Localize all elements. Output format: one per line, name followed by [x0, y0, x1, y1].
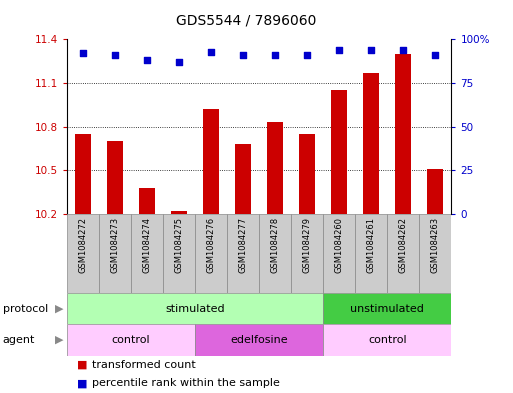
- Text: GSM1084276: GSM1084276: [206, 217, 215, 274]
- Text: GSM1084272: GSM1084272: [78, 217, 87, 273]
- Bar: [107, 141, 123, 214]
- Bar: [139, 188, 155, 214]
- Bar: [299, 134, 315, 214]
- Bar: [98, 214, 131, 293]
- Bar: [67, 293, 323, 324]
- Text: unstimulated: unstimulated: [350, 303, 424, 314]
- Bar: [323, 293, 451, 324]
- Bar: [75, 134, 91, 214]
- Bar: [203, 109, 219, 214]
- Bar: [131, 214, 163, 293]
- Bar: [323, 324, 451, 356]
- Text: control: control: [368, 335, 407, 345]
- Text: GSM1084263: GSM1084263: [431, 217, 440, 274]
- Bar: [67, 214, 98, 293]
- Point: [78, 50, 87, 57]
- Point: [143, 57, 151, 63]
- Text: control: control: [111, 335, 150, 345]
- Text: ▶: ▶: [55, 303, 63, 314]
- Text: protocol: protocol: [3, 303, 48, 314]
- Point: [207, 48, 215, 55]
- Text: GSM1084279: GSM1084279: [303, 217, 312, 273]
- Text: GSM1084277: GSM1084277: [239, 217, 248, 274]
- Bar: [67, 324, 195, 356]
- Bar: [387, 214, 420, 293]
- Bar: [331, 90, 347, 214]
- Point: [367, 47, 376, 53]
- Bar: [195, 214, 227, 293]
- Bar: [420, 214, 451, 293]
- Point: [335, 47, 343, 53]
- Text: GSM1084275: GSM1084275: [174, 217, 184, 273]
- Text: edelfosine: edelfosine: [230, 335, 288, 345]
- Text: GSM1084262: GSM1084262: [399, 217, 408, 273]
- Text: GSM1084278: GSM1084278: [270, 217, 280, 274]
- Bar: [363, 73, 379, 214]
- Bar: [427, 169, 443, 214]
- Text: GDS5544 / 7896060: GDS5544 / 7896060: [176, 14, 317, 28]
- Text: GSM1084260: GSM1084260: [334, 217, 344, 273]
- Bar: [227, 214, 259, 293]
- Point: [175, 59, 183, 65]
- Bar: [163, 214, 195, 293]
- Bar: [323, 214, 355, 293]
- Point: [271, 52, 279, 58]
- Point: [111, 52, 119, 58]
- Bar: [171, 211, 187, 214]
- Bar: [235, 144, 251, 214]
- Bar: [259, 214, 291, 293]
- Text: stimulated: stimulated: [165, 303, 225, 314]
- Text: ■: ■: [77, 360, 87, 369]
- Text: GSM1084273: GSM1084273: [110, 217, 120, 274]
- Bar: [195, 324, 323, 356]
- Point: [239, 52, 247, 58]
- Point: [399, 47, 407, 53]
- Text: percentile rank within the sample: percentile rank within the sample: [92, 378, 280, 388]
- Bar: [267, 122, 283, 214]
- Text: GSM1084274: GSM1084274: [142, 217, 151, 273]
- Text: ▶: ▶: [55, 335, 63, 345]
- Bar: [291, 214, 323, 293]
- Text: transformed count: transformed count: [92, 360, 196, 369]
- Point: [303, 52, 311, 58]
- Bar: [396, 54, 411, 214]
- Text: agent: agent: [3, 335, 35, 345]
- Text: GSM1084261: GSM1084261: [367, 217, 376, 273]
- Bar: [355, 214, 387, 293]
- Text: ■: ■: [77, 378, 87, 388]
- Point: [431, 52, 440, 58]
